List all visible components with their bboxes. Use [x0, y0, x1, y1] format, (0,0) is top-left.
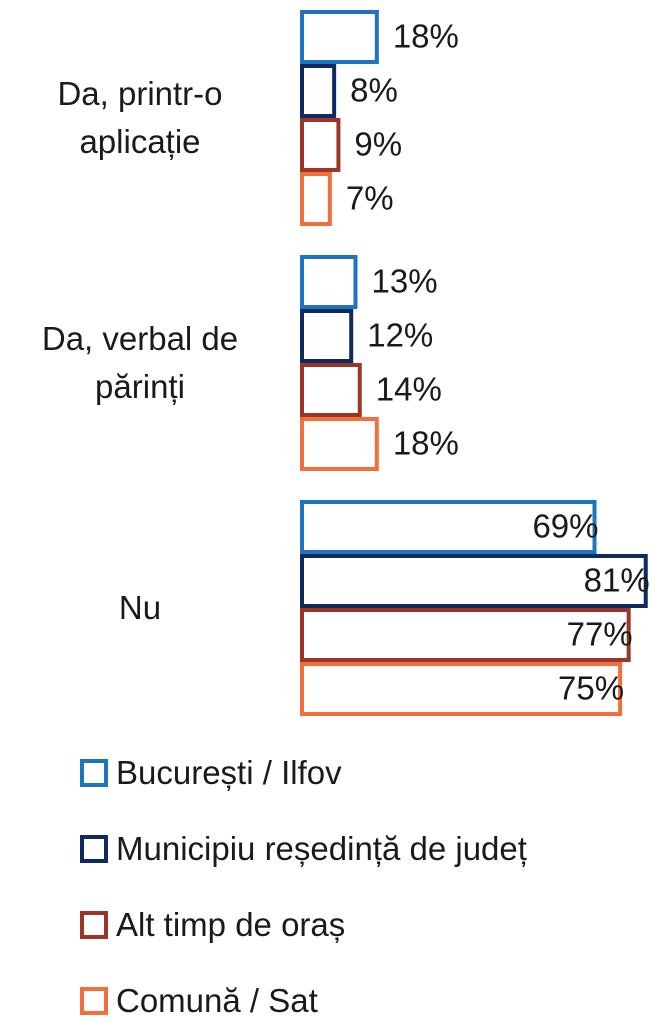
legend-item: Alt timp de oraș — [80, 906, 345, 944]
bar — [300, 172, 332, 226]
legend-label: Alt timp de oraș — [116, 906, 346, 943]
value-label: 8% — [350, 72, 398, 109]
bar — [300, 608, 631, 662]
value-label: 81% — [584, 562, 650, 599]
value-label: 13% — [371, 263, 437, 300]
bar — [300, 363, 362, 417]
value-label: 12% — [367, 317, 433, 354]
legend-swatch — [80, 911, 108, 939]
bar — [300, 554, 648, 608]
legend-swatch — [80, 835, 108, 863]
bar — [300, 417, 379, 471]
value-label: 75% — [558, 670, 624, 707]
bar — [300, 64, 337, 118]
legend-item: Municipiu reședință de județ — [80, 830, 527, 868]
value-label: 18% — [393, 18, 459, 55]
value-label: 77% — [567, 616, 633, 653]
legend-swatch — [80, 759, 108, 787]
bar — [300, 255, 358, 309]
value-label: 7% — [346, 180, 394, 217]
value-label: 14% — [376, 371, 442, 408]
legend-swatch — [80, 987, 108, 1015]
bar — [300, 118, 341, 172]
legend-item: Comună / Sat — [80, 982, 318, 1020]
legend-label: București / Ilfov — [116, 754, 342, 791]
legend-label: Municipiu reședință de județ — [116, 830, 527, 867]
legend-item: București / Ilfov — [80, 754, 342, 792]
bar — [300, 500, 597, 554]
value-label: 69% — [532, 508, 598, 545]
value-label: 18% — [393, 425, 459, 462]
value-label: 9% — [354, 126, 402, 163]
category-label: Da, printr-o aplicație — [57, 75, 223, 160]
legend-label: Comună / Sat — [116, 982, 318, 1019]
bar — [300, 662, 623, 716]
bar — [300, 10, 379, 64]
category-label: Da, verbal de părinți — [41, 320, 239, 405]
bar — [300, 309, 354, 363]
category-label: Nu — [118, 589, 162, 626]
